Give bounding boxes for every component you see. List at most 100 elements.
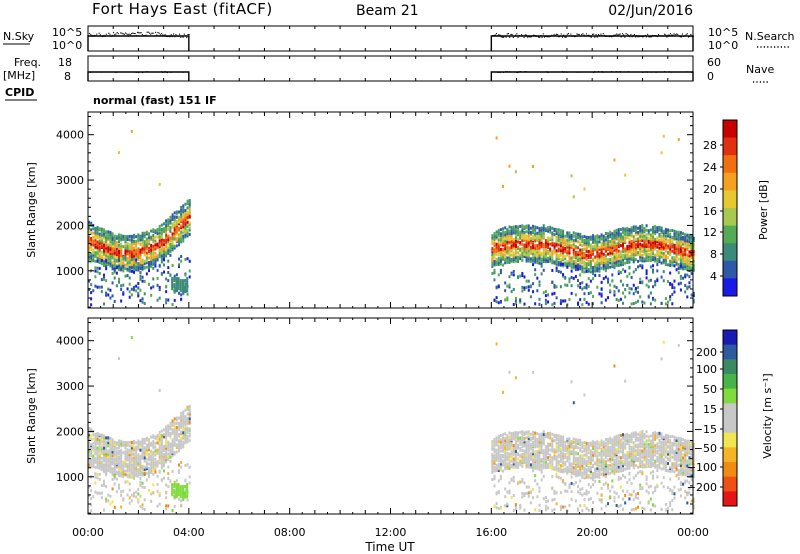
velocity-cell <box>139 480 142 484</box>
power-cell <box>647 229 650 233</box>
velocity-cell <box>145 478 148 482</box>
power-cell <box>117 243 120 247</box>
velocity-cell <box>547 499 550 503</box>
power-cell <box>662 134 665 138</box>
power-cell <box>673 248 676 252</box>
power-cell <box>562 238 565 242</box>
power-cell <box>186 224 189 228</box>
velocity-cell <box>532 448 535 452</box>
power-cell <box>589 237 592 241</box>
velocity-cell <box>182 424 185 428</box>
velocity-cell <box>519 436 522 440</box>
velocity-cell <box>135 456 138 460</box>
velocity-cell <box>493 438 496 442</box>
velocity-cell <box>162 476 165 480</box>
noise-sample <box>553 34 555 36</box>
velocity-cell <box>594 470 597 474</box>
velocity-cell <box>587 508 590 512</box>
velocity-cell <box>502 433 505 437</box>
power-cell <box>679 288 682 292</box>
power-cell <box>649 245 652 249</box>
velocity-cell <box>141 503 144 507</box>
velocity-cell <box>504 459 507 463</box>
power-cell <box>98 250 101 254</box>
power-cell <box>622 262 625 266</box>
power-cell <box>692 242 695 246</box>
power-cell <box>88 253 90 257</box>
power-cell <box>169 246 172 250</box>
velocity-cell <box>182 431 185 435</box>
power-cell <box>581 287 584 291</box>
power-cell <box>658 228 661 232</box>
velocity-cell <box>145 462 148 466</box>
power-cell <box>622 247 625 251</box>
freq-sample <box>138 72 140 74</box>
velocity-cell <box>107 493 110 497</box>
power-cell <box>596 248 599 252</box>
power-cell <box>512 251 515 255</box>
power-cell <box>662 235 665 239</box>
power-cell <box>109 254 112 258</box>
velocity-cell <box>165 425 168 429</box>
noise-sample <box>617 34 619 36</box>
power-cell <box>562 234 565 238</box>
velocity-cell <box>180 418 183 422</box>
power-cell <box>186 229 189 233</box>
power-cell <box>493 232 496 236</box>
velocity-cell <box>111 487 114 491</box>
power-cell <box>105 241 108 245</box>
power-cell <box>90 236 93 240</box>
velocity-cell <box>137 447 140 451</box>
power-cell <box>551 250 554 254</box>
power-cell <box>491 259 494 263</box>
velocity-cell <box>512 447 515 451</box>
power-cell <box>600 237 603 241</box>
velocity-cell <box>536 437 539 441</box>
velocity-cell <box>542 437 545 441</box>
velocity-cell <box>102 442 105 446</box>
velocity-cell <box>98 441 101 445</box>
noise-sample <box>660 35 662 37</box>
power-cell <box>673 233 676 237</box>
noise-sample <box>171 36 173 38</box>
velocity-cell <box>536 482 539 486</box>
velocity-cell <box>527 491 530 495</box>
power-cell <box>617 249 620 253</box>
power-cell <box>499 239 502 243</box>
power-cell <box>147 246 150 250</box>
velocity-cell <box>538 438 541 442</box>
power-cell <box>180 216 183 220</box>
velocity-cell <box>604 466 607 470</box>
power-cell <box>504 281 507 285</box>
noise-sample <box>627 34 630 36</box>
power-cell <box>165 224 168 228</box>
velocity-cell <box>100 439 103 443</box>
power-cell <box>100 227 103 231</box>
power-cell <box>143 250 146 254</box>
velocity-cell <box>113 442 116 446</box>
power-cell <box>579 251 582 255</box>
velocity-cell <box>120 464 123 468</box>
velocity-cell <box>604 454 607 458</box>
power-cell <box>120 284 123 288</box>
velocity-cell <box>555 464 558 468</box>
power-cell <box>158 240 161 244</box>
power-cell <box>654 237 657 241</box>
power-cell <box>495 262 498 266</box>
power-cell <box>165 301 168 305</box>
power-cell <box>675 268 678 272</box>
power-cell <box>90 231 93 235</box>
velocity-cell <box>105 499 108 503</box>
velocity-cell <box>139 461 142 465</box>
velocity-cell <box>184 427 187 431</box>
velocity-cell <box>98 438 101 442</box>
velocity-cell <box>602 483 605 487</box>
power-cell <box>652 252 655 256</box>
power-cell <box>502 247 505 251</box>
power-cell <box>566 262 569 266</box>
noise-sample <box>683 35 685 38</box>
velocity-cell <box>186 463 189 467</box>
power-cell <box>510 246 513 250</box>
power-cell <box>587 237 590 241</box>
velocity-cell <box>128 448 131 452</box>
